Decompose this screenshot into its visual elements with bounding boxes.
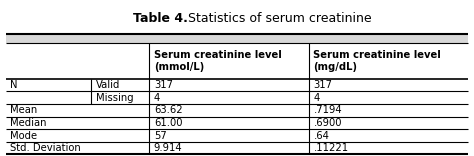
- Bar: [6, 34, 468, 43]
- Text: Serum creatinine level
(mg/dL): Serum creatinine level (mg/dL): [313, 50, 441, 72]
- Text: .64: .64: [313, 131, 329, 141]
- Text: Statistics of serum creatinine: Statistics of serum creatinine: [180, 12, 372, 25]
- Text: .7194: .7194: [313, 105, 342, 115]
- Text: Missing: Missing: [96, 93, 134, 103]
- Text: N: N: [10, 80, 18, 90]
- Text: 317: 317: [154, 80, 173, 90]
- Text: Serum creatinine level
(mmol/L): Serum creatinine level (mmol/L): [154, 50, 282, 72]
- Text: Median: Median: [10, 118, 47, 128]
- Text: .6900: .6900: [313, 118, 342, 128]
- Text: 4: 4: [154, 93, 160, 103]
- Text: 63.62: 63.62: [154, 105, 182, 115]
- Text: 9.914: 9.914: [154, 143, 182, 153]
- Text: Std. Deviation: Std. Deviation: [10, 143, 81, 153]
- Text: 61.00: 61.00: [154, 118, 182, 128]
- Text: 4: 4: [313, 93, 319, 103]
- Text: Table 4.: Table 4.: [133, 12, 188, 25]
- Text: Mean: Mean: [10, 105, 37, 115]
- Text: 317: 317: [313, 80, 332, 90]
- Text: .11221: .11221: [313, 143, 348, 153]
- Text: Mode: Mode: [10, 131, 37, 141]
- Text: 57: 57: [154, 131, 166, 141]
- Text: Valid: Valid: [96, 80, 120, 90]
